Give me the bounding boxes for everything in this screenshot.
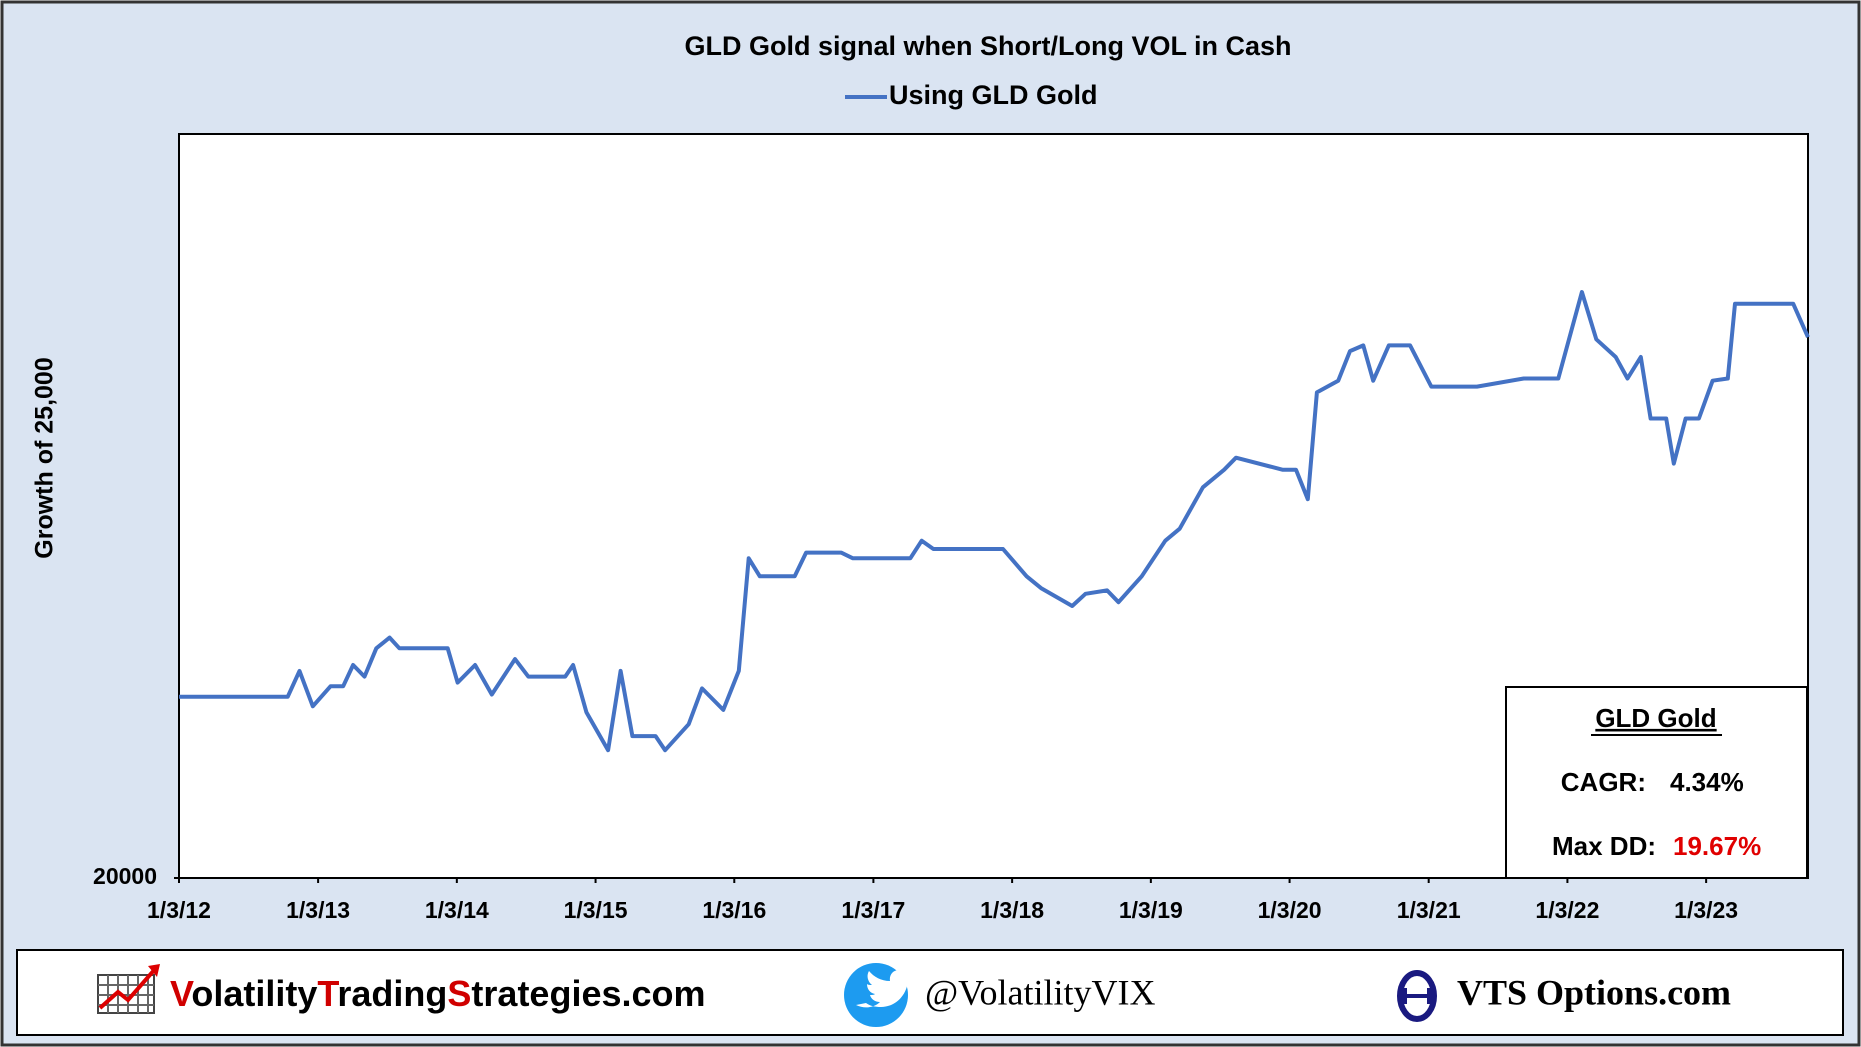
site-name: VolatilityTradingStrategies.com [170, 973, 706, 1014]
x-tick-label: 1/3/14 [425, 897, 489, 923]
x-tick-label: 1/3/15 [564, 897, 628, 923]
x-tick-label: 1/3/18 [980, 897, 1044, 923]
stats-box: GLD Gold CAGR: 4.34% Max DD: 19.67% [1505, 686, 1808, 879]
theta-icon [1397, 970, 1437, 1022]
site-part: T [317, 973, 339, 1014]
theta-bar [1403, 988, 1431, 1004]
site-part: olatility [191, 973, 317, 1014]
dd-label: Max DD: [1552, 831, 1656, 861]
stats-frame [1505, 686, 1808, 879]
y-tick-label: 20000 [93, 863, 157, 889]
x-tick-label: 1/3/19 [1119, 897, 1183, 923]
x-tick-label: 1/3/21 [1397, 897, 1461, 923]
x-tick-label: 1/3/12 [147, 897, 211, 923]
y-axis-label: Growth of 25,000 [31, 357, 59, 558]
stats-title: GLD Gold [1595, 703, 1716, 733]
footer: VolatilityTradingStrategies.com @Volatil… [16, 949, 1844, 1036]
site-part: trategies.com [471, 973, 705, 1014]
chart-title: GLD Gold signal when Short/Long VOL in C… [684, 31, 1291, 61]
cagr-value: 4.34% [1670, 767, 1744, 797]
data-line [179, 290, 1810, 753]
x-tick-label: 1/3/22 [1535, 897, 1599, 923]
site-part: V [170, 973, 194, 1014]
site-part: S [447, 973, 471, 1014]
x-tick-label: 1/3/13 [286, 897, 350, 923]
site-icon [97, 964, 160, 1014]
x-tick-label: 1/3/17 [841, 897, 905, 923]
x-tick-label: 1/3/16 [702, 897, 766, 923]
footer-frame [16, 949, 1844, 1036]
dd-value: 19.67% [1673, 831, 1761, 861]
twitter-handle: @VolatilityVIX [925, 972, 1155, 1012]
legend-label: Using GLD Gold [889, 80, 1098, 110]
site-part: rading [337, 973, 447, 1014]
cagr-label: CAGR: [1561, 767, 1646, 797]
x-tick-label: 1/3/20 [1258, 897, 1322, 923]
twitter-bird [856, 970, 913, 1008]
options-site: VTS Options.com [1457, 972, 1731, 1012]
x-tick-label: 1/3/23 [1674, 897, 1738, 923]
